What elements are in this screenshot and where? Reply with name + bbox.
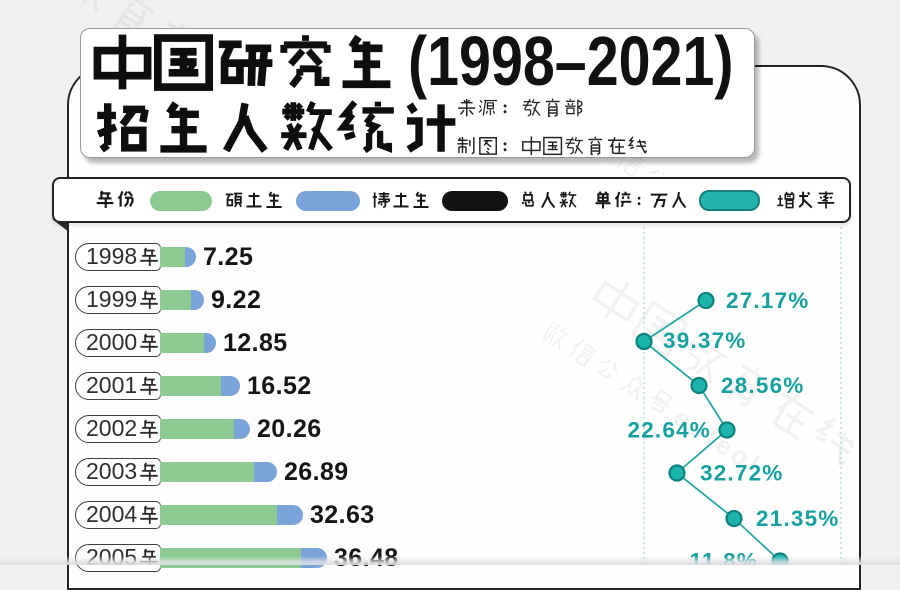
svg-text:22.64%: 22.64% (627, 418, 711, 443)
svg-text:27.17%: 27.17% (726, 288, 810, 313)
svg-text:28.56%: 28.56% (721, 373, 805, 398)
svg-text:32.72%: 32.72% (700, 461, 784, 486)
svg-text:21.35%: 21.35% (756, 506, 840, 531)
svg-text:(1998–2021): (1998–2021) (408, 22, 733, 101)
svg-text:39.37%: 39.37% (663, 328, 747, 353)
